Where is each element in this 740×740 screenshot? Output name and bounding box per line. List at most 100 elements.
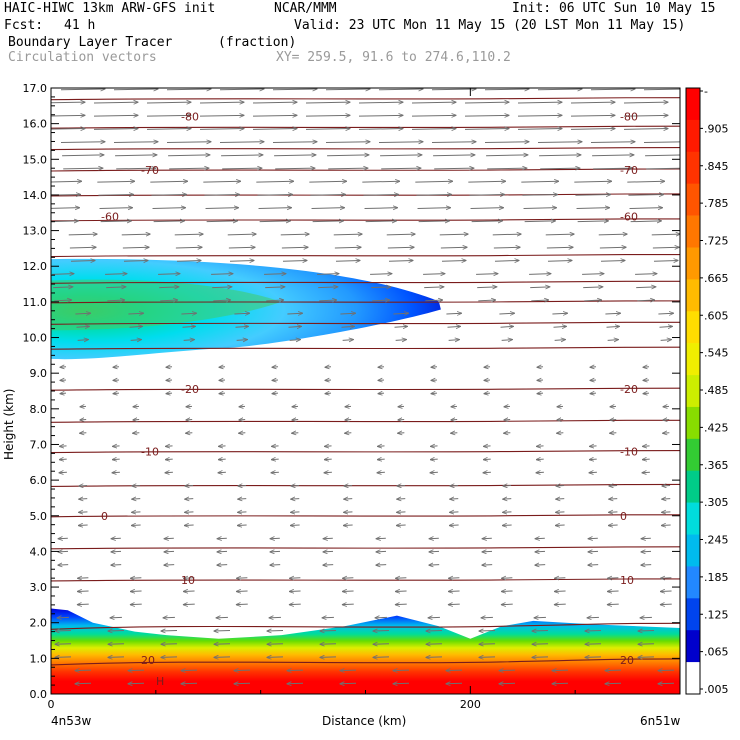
circulation-vector — [482, 538, 492, 539]
circulation-vector — [584, 300, 601, 301]
circulation-vector — [133, 420, 140, 421]
org-label: NCAR/MMM — [274, 1, 337, 16]
circulation-vector — [429, 551, 440, 552]
circulation-vector — [411, 115, 456, 116]
circulation-vector — [556, 499, 565, 500]
colorbar-label: .605 — [704, 309, 729, 322]
circulation-vector — [535, 551, 546, 552]
colorbar-label: .065 — [704, 646, 729, 659]
circulation-vector — [589, 472, 597, 473]
circulation-vector — [234, 683, 251, 684]
colorbar-swatch — [686, 119, 700, 153]
temperature-contour — [51, 483, 680, 488]
circulation-vector — [484, 89, 529, 90]
circulation-vector — [166, 142, 211, 143]
contour-label: -60 — [620, 210, 638, 223]
circulation-vector — [610, 433, 617, 434]
circulation-vector — [411, 102, 456, 103]
circulation-vector — [213, 300, 230, 301]
circulation-vector — [238, 499, 247, 500]
circulation-vector — [372, 300, 389, 301]
circulation-vector — [556, 485, 565, 486]
circulation-vector — [185, 485, 194, 486]
circulation-vector — [396, 578, 407, 579]
circulation-vector — [108, 657, 125, 658]
circulation-vector — [272, 380, 279, 381]
upper-plume-core — [51, 279, 281, 331]
circulation-vector — [221, 155, 263, 156]
circulation-vector — [517, 129, 562, 130]
circulation-vector — [663, 420, 670, 421]
circulation-vector — [653, 260, 678, 261]
circulation-vector — [151, 194, 186, 195]
circulation-vector — [133, 433, 140, 434]
colorbar-swatch — [686, 438, 700, 472]
circulation-vector — [430, 472, 438, 473]
circulation-vector — [440, 247, 467, 248]
x-axis-label: Distance (km) — [322, 714, 406, 728]
circulation-vector — [153, 221, 185, 222]
circulation-vector — [115, 155, 157, 156]
circulation-vector — [635, 274, 657, 275]
circulation-vector — [376, 565, 387, 566]
circulation-vector — [398, 420, 405, 421]
circulation-vector — [324, 472, 332, 473]
circulation-vector — [292, 420, 299, 421]
circulation-vector — [487, 168, 527, 169]
circulation-vector — [292, 406, 299, 407]
temperature-contour — [51, 147, 680, 151]
circulation-vector — [577, 221, 609, 222]
circulation-vector — [237, 578, 248, 579]
circulation-vector — [79, 485, 88, 486]
circulation-vector — [424, 287, 444, 288]
y-tick-label: 13.0 — [23, 225, 48, 238]
circulation-vector — [175, 247, 202, 248]
circulation-vector — [252, 102, 297, 103]
circulation-vector — [280, 234, 309, 235]
circulation-vector — [590, 89, 635, 90]
circulation-vector — [537, 89, 582, 90]
field-name: Boundary Layer Tracer — [8, 35, 173, 50]
contour-label: -80 — [181, 111, 199, 124]
circulation-vector — [381, 168, 421, 169]
circulation-vector — [554, 604, 566, 605]
circulation-vector — [411, 129, 456, 130]
circulation-vector — [345, 406, 352, 407]
circulation-vector — [166, 89, 211, 90]
circulation-vector — [395, 340, 407, 341]
x-tick-label: 0 — [48, 698, 55, 711]
circulation-vector — [536, 472, 544, 473]
circulation-vector — [159, 287, 179, 288]
circulation-vector — [317, 274, 339, 275]
circulation-vector — [660, 604, 672, 605]
circulation-vector — [290, 525, 300, 526]
circulation-vector — [585, 657, 602, 658]
colorbar-label: .785 — [704, 197, 729, 210]
circulation-vector — [504, 420, 511, 421]
circulation-vector — [532, 631, 549, 632]
circulation-vector — [504, 433, 511, 434]
circulation-vector — [272, 89, 317, 90]
circulation-vector — [217, 565, 228, 566]
y-tick-label: 4.0 — [30, 545, 48, 558]
circulation-vector — [377, 459, 385, 460]
circulation-vector — [499, 313, 514, 314]
circulation-vector — [169, 168, 209, 169]
circulation-vector — [378, 380, 385, 381]
circulation-vector — [111, 551, 122, 552]
circulation-vector — [311, 208, 345, 209]
circulation-vector — [588, 565, 599, 566]
circulation-vector — [607, 591, 619, 592]
circulation-vector — [165, 459, 173, 460]
circulation-vector — [570, 102, 615, 103]
xy-range: XY= 259.5, 91.6 to 274.6,110.2 — [276, 50, 511, 65]
circulation-vector — [623, 102, 668, 103]
circulation-vector — [131, 525, 141, 526]
circulation-vector — [290, 578, 301, 579]
circulation-vector — [450, 499, 459, 500]
circulation-vector — [343, 525, 353, 526]
circulation-vector — [641, 551, 652, 552]
circulation-vector — [258, 208, 292, 209]
y-tick-label: 11.0 — [23, 296, 48, 309]
circulation-vector — [446, 670, 463, 671]
